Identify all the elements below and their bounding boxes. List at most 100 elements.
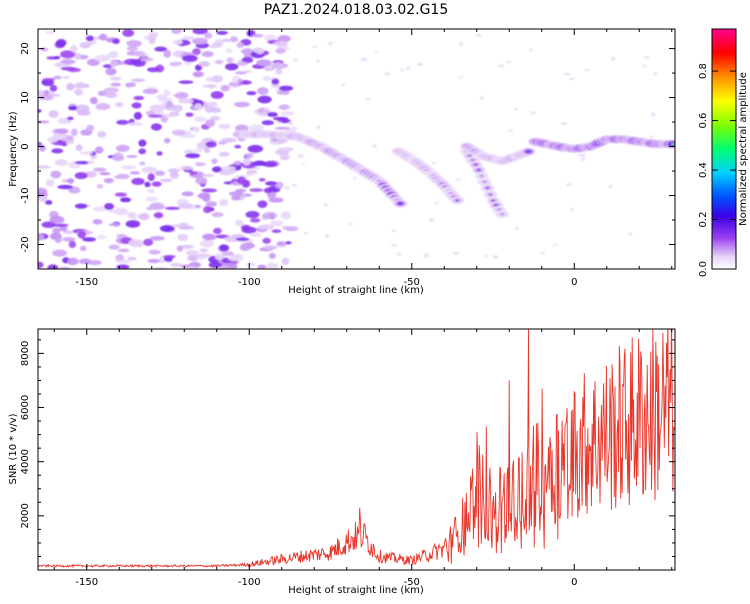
noise-blob: [105, 67, 117, 76]
noise-dot: [290, 126, 298, 131]
noise-blob: [209, 115, 221, 122]
noise-blob: [182, 54, 198, 62]
noise-blob: [229, 36, 239, 43]
noise-blob: [214, 253, 225, 261]
noise-blob: [145, 196, 159, 202]
noise-dot: [434, 201, 439, 205]
noise-blob: [115, 259, 131, 264]
noise-blob: [159, 225, 175, 232]
noise-blob: [219, 265, 230, 269]
noise-blob: [257, 87, 269, 95]
noise-blob: [165, 100, 173, 108]
noise-blob: [139, 161, 146, 166]
noise-blob: [273, 40, 288, 47]
noise-blob: [169, 62, 181, 67]
noise-blob: [54, 159, 68, 167]
noise-blob: [275, 67, 283, 75]
noise-blob: [160, 178, 173, 183]
noise-blob: [74, 203, 88, 209]
noise-blob: [219, 198, 228, 207]
noise-blob: [54, 236, 62, 244]
noise-blob: [210, 91, 224, 99]
noise-blob: [108, 223, 121, 227]
noise-dot: [323, 203, 328, 207]
noise-dot: [291, 183, 298, 187]
noise-blob: [224, 235, 240, 243]
colorbar-tick-label: 0.2: [698, 212, 709, 228]
noise-blob: [148, 36, 156, 45]
noise-blob: [177, 233, 189, 241]
noise-blob: [53, 75, 62, 80]
noise-blob: [45, 200, 53, 205]
noise-dot: [540, 251, 546, 255]
noise-blob: [38, 195, 48, 203]
noise-blob: [241, 226, 257, 234]
spectrogram-y-axis-label: Frequency (Hz): [8, 111, 19, 187]
noise-blob: [278, 85, 294, 92]
noise-dot: [642, 64, 647, 67]
noise-blob: [156, 151, 163, 156]
noise-blob: [133, 95, 145, 101]
noise-dot: [492, 255, 499, 259]
noise-dot: [405, 66, 411, 70]
noise-blob: [220, 165, 236, 171]
noise-dot: [608, 184, 613, 189]
noise-blob: [80, 245, 87, 252]
noise-blob: [247, 144, 264, 153]
noise-blob: [169, 171, 179, 179]
noise-blob: [211, 166, 223, 173]
noise-blob: [205, 201, 218, 207]
snr-line: [38, 329, 675, 569]
noise-dot: [325, 234, 330, 239]
noise-blob: [66, 116, 74, 121]
noise-blob: [204, 32, 213, 39]
noise-blob: [94, 54, 110, 63]
noise-blob: [281, 257, 290, 266]
noise-blob: [187, 255, 199, 261]
noise-blob: [38, 144, 46, 152]
noise-blob: [94, 146, 104, 154]
noise-blob: [213, 227, 222, 235]
noise-blob: [264, 34, 277, 42]
noise-blob: [202, 196, 211, 202]
noise-blob: [181, 191, 194, 197]
noise-blob: [201, 51, 214, 58]
noise-blob: [115, 144, 130, 152]
noise-blob: [38, 120, 50, 124]
colorbar: 0.0 0.2 0.4 0.6 0.8 Normalized spectral ampl…: [698, 28, 749, 277]
noise-blob: [154, 46, 168, 52]
snr-y-axis-label: SNR (10 * v/v): [8, 413, 19, 484]
noise-blob: [201, 173, 215, 177]
snr-frame: [37, 328, 676, 571]
snr-x-axis-label: Height of straight line (km): [288, 585, 424, 596]
noise-blob: [228, 191, 244, 197]
noise-blob: [180, 244, 194, 250]
noise-blob: [234, 101, 250, 108]
noise-blob: [263, 245, 278, 250]
noise-blob: [169, 111, 180, 117]
y-tick-label: 0: [20, 143, 31, 149]
colorbar-tick-label: 0.6: [698, 113, 709, 129]
noise-blob: [63, 230, 74, 234]
noise-blob: [97, 130, 107, 138]
noise-blob: [149, 235, 165, 241]
noise-blob: [140, 57, 154, 62]
noise-blob: [192, 48, 201, 56]
noise-blob: [133, 50, 146, 57]
noise-dot: [584, 68, 590, 72]
noise-blob: [115, 102, 124, 107]
noise-blob: [120, 197, 132, 203]
colorbar-frame: [711, 28, 737, 270]
noise-blob: [151, 181, 162, 187]
snr-axes: -150 -100 -50 0 2000 4000 6000 8000: [20, 329, 675, 588]
noise-blob: [38, 261, 44, 269]
spectrogram-marks: [38, 29, 675, 269]
x-tick-label: -100: [238, 577, 261, 588]
noise-blob: [52, 227, 61, 234]
noise-blob: [57, 184, 74, 190]
spectrogram-blob-layer: [38, 29, 675, 269]
noise-dot: [384, 71, 390, 76]
noise-blob: [236, 61, 248, 66]
noise-blob: [221, 251, 234, 257]
ridge-segment-0: [232, 130, 408, 208]
